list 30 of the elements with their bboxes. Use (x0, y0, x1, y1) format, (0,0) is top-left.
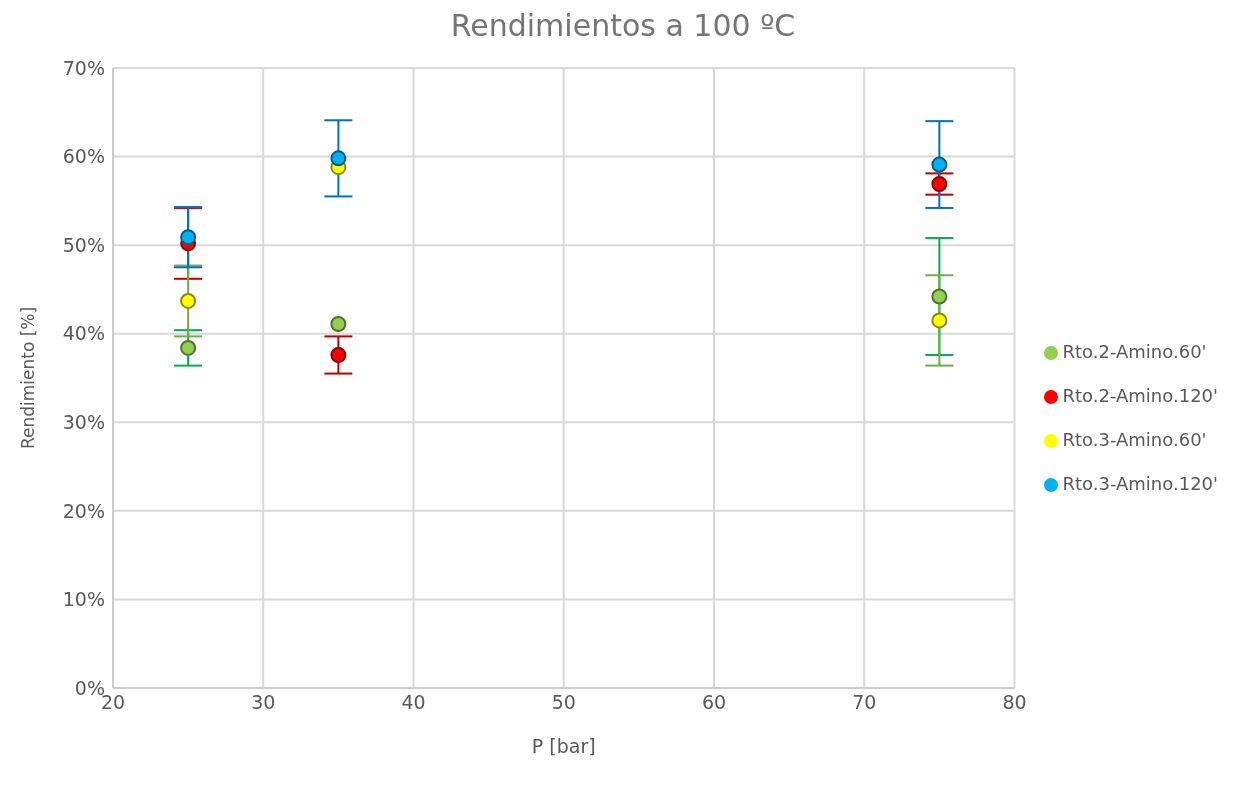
y-tick-label: 20% (62, 499, 105, 522)
y-tick-label: 40% (62, 322, 105, 345)
y-tick-label: 70% (62, 56, 105, 79)
point (931, 312, 948, 329)
y-tick-label: 60% (62, 145, 105, 168)
y-tick-label: 30% (62, 411, 105, 434)
legend-label: Rto.2-Amino.60' (1062, 341, 1207, 362)
point (330, 150, 347, 167)
point (330, 315, 347, 332)
point (180, 339, 197, 356)
legend-label: Rto.3-Amino.60' (1062, 429, 1207, 450)
point (180, 292, 197, 309)
point (180, 229, 197, 246)
y-tick-label: 10% (62, 588, 105, 611)
x-axis-title: P [bar] (531, 735, 596, 757)
x-tick-label: 50 (551, 691, 576, 714)
chart-title: Rendimientos a 100 ºC (449, 8, 797, 45)
point (931, 288, 948, 305)
x-tick-label: 60 (701, 691, 727, 714)
legend-label: Rto.3-Amino.120' (1062, 473, 1218, 494)
point (330, 346, 347, 363)
y-axis-title: Rendimiento [%] (18, 306, 39, 450)
legend-label: Rto.2-Amino.120' (1062, 385, 1218, 406)
point (931, 176, 948, 193)
point (931, 156, 948, 173)
x-tick-label: 80 (1002, 691, 1027, 714)
x-tick-label: 30 (251, 691, 276, 714)
x-tick-label: 40 (401, 691, 426, 714)
y-tick-label: 50% (62, 233, 105, 256)
x-tick-label: 70 (852, 691, 877, 714)
